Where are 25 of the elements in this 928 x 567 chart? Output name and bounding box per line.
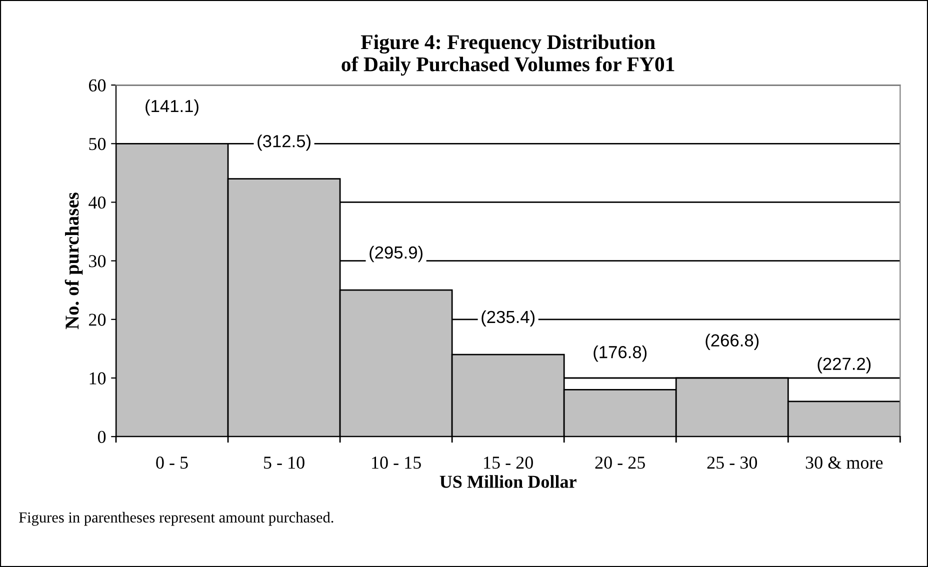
y-tick-label: 40 [88,196,106,209]
x-tick-label: 0 - 5 [156,456,188,469]
x-tick-label: 15 - 20 [484,456,533,469]
x-tick-label: 20 - 25 [595,456,645,469]
x-tick-label: 30 & more [806,456,883,469]
annotation: (176.8) [594,346,647,362]
chart-title: Figure 4: Frequency Distribution of Daily Purchased Volumes for FY01 [342,34,674,76]
x-tick-label: 25 - 30 [707,456,758,469]
annotation: (295.9) [370,246,422,262]
x-tick-label: 10 - 15 [372,456,421,469]
annotation: (312.5) [258,134,310,151]
text: Figures in parentheses represent amount purchased. [19,512,334,526]
x-axis-title: US Million Dollar [440,475,576,488]
y-tick-label: 60 [89,79,106,92]
annotation: (227.2) [818,357,871,374]
y-tick-label: 50 [89,138,106,150]
y-tick-label: 10 [90,372,106,384]
y-axis-title: No. of purchases [64,192,83,330]
y-tick-label: 0 [98,430,106,444]
y-tick-label: 20 [89,314,106,326]
x-tick-label: 5 - 10 [264,456,304,469]
annotation: (266.8) [706,334,759,350]
annotation: (235.4) [482,310,535,327]
y-tick-label: 30 [89,255,106,268]
annotation: (141.1) [146,99,198,116]
